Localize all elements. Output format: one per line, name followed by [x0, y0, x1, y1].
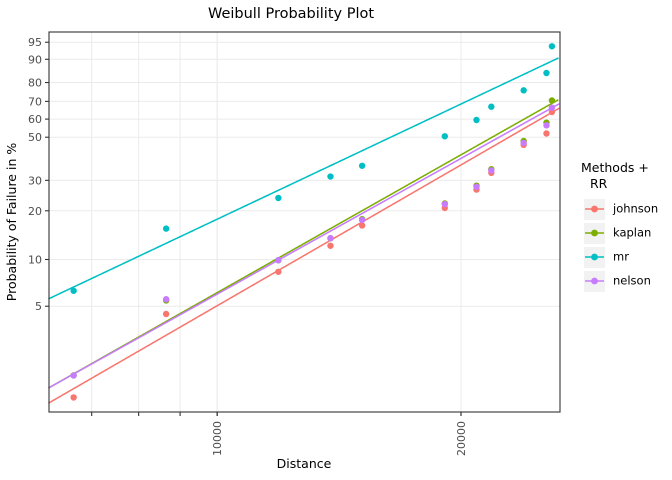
legend-key-marker-mr — [591, 253, 598, 261]
y-tick-label: 20 — [28, 205, 42, 218]
fit-line-mr — [48, 57, 560, 300]
x-tick-label: 10000 — [211, 421, 224, 456]
data-point-nelson — [520, 139, 527, 147]
data-point-mr — [327, 173, 334, 180]
legend-key-marker-nelson — [591, 277, 598, 285]
data-point-nelson — [327, 235, 334, 242]
legend-label-kaplan: kaplan — [613, 226, 651, 240]
data-point-nelson — [441, 200, 449, 208]
data-point-nelson — [548, 104, 556, 111]
y-axis-tick-labels: 5 10 20 30 50 60 70 80 90 95 — [28, 36, 42, 313]
data-point-mr — [275, 194, 282, 202]
legend-label-mr: mr — [613, 250, 629, 264]
data-point-johnson — [70, 394, 77, 401]
legend-title-line1: Methods + — [581, 160, 649, 175]
fit-line-nelson — [48, 103, 560, 389]
legend-key-marker-kaplan — [591, 229, 598, 237]
legend-item-johnson[interactable]: johnson — [584, 199, 658, 220]
page-title: Weibull Probability Plot — [208, 6, 374, 22]
y-tick-label: 70 — [28, 95, 42, 108]
legend-item-nelson[interactable]: nelson — [584, 271, 651, 292]
axis-ticks — [45, 41, 462, 416]
y-tick-label: 5 — [35, 300, 42, 313]
grid-lines — [49, 32, 560, 412]
legend-label-nelson: nelson — [613, 274, 651, 288]
data-point-johnson — [327, 242, 334, 249]
data-point-markers — [70, 43, 556, 401]
data-point-mr — [543, 69, 550, 77]
y-axis-title: Probability of Failure in % — [4, 143, 19, 302]
data-point-johnson — [548, 108, 556, 116]
legend-key-marker-johnson — [591, 205, 598, 213]
x-axis-title: Distance — [277, 456, 332, 471]
y-tick-label: 10 — [28, 253, 42, 266]
legend-label-johnson: johnson — [612, 202, 658, 216]
y-tick-label: 50 — [28, 131, 42, 144]
data-point-nelson — [543, 122, 550, 129]
x-tick-label: 20000 — [455, 421, 468, 456]
y-tick-label: 60 — [28, 113, 42, 126]
legend-item-mr[interactable]: mr — [584, 247, 629, 268]
x-axis-tick-labels: 10000 20000 — [211, 421, 468, 456]
data-point-mr — [488, 103, 495, 110]
data-point-johnson — [358, 222, 366, 229]
y-tick-label: 80 — [28, 77, 42, 90]
data-point-nelson — [162, 296, 170, 303]
data-point-mr — [162, 225, 170, 232]
legend-title-line2: RR — [590, 176, 608, 191]
data-point-mr — [520, 87, 527, 94]
data-point-nelson — [488, 167, 495, 174]
legend-item-kaplan[interactable]: kaplan — [584, 223, 651, 244]
plot-panel-border — [48, 31, 561, 413]
legend: Methods +RR johnson kaplan mr nelson — [581, 160, 658, 292]
data-point-kaplan — [548, 97, 556, 104]
data-point-johnson — [275, 268, 282, 275]
data-point-johnson — [543, 130, 550, 137]
data-point-mr — [70, 287, 77, 294]
data-point-nelson — [473, 183, 480, 190]
y-tick-label: 30 — [28, 174, 42, 187]
fit-line-johnson — [48, 107, 560, 404]
data-point-johnson — [162, 310, 170, 318]
data-point-mr — [358, 162, 366, 169]
regression-fit-lines — [48, 57, 560, 404]
data-point-nelson — [70, 372, 77, 379]
data-point-mr — [441, 133, 449, 140]
data-point-nelson — [358, 216, 366, 224]
data-point-mr — [548, 43, 556, 50]
y-tick-label: 95 — [28, 36, 42, 49]
data-point-nelson — [275, 256, 282, 264]
y-tick-label: 90 — [28, 53, 42, 66]
data-point-mr — [473, 116, 480, 124]
